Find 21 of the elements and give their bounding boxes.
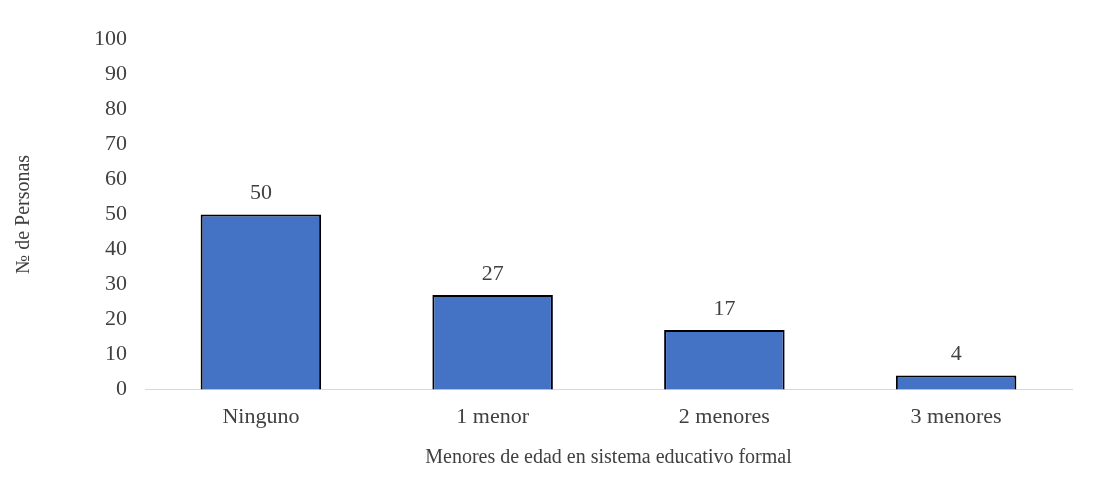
y-tick-label: 100 xyxy=(94,24,127,50)
y-tick-label: 70 xyxy=(105,130,127,156)
data-label: 27 xyxy=(481,259,504,285)
y-tick-label: 20 xyxy=(105,305,127,331)
y-tick-label: 30 xyxy=(105,270,127,296)
x-tick-label: 1 menor xyxy=(456,402,530,428)
data-label: 17 xyxy=(713,294,736,320)
data-label: 50 xyxy=(249,179,272,205)
y-tick-label: 50 xyxy=(105,200,127,226)
y-tick-label: 60 xyxy=(105,165,127,191)
y-tick-label: 40 xyxy=(105,235,127,261)
y-axis-title: № de Personas xyxy=(11,154,34,274)
y-tick-label: 90 xyxy=(105,60,127,86)
y-tick-label: 10 xyxy=(105,340,127,366)
y-tick-label: 0 xyxy=(116,375,127,401)
x-tick-label: 2 menores xyxy=(678,402,770,428)
x-tick-label: Ninguno xyxy=(222,402,300,428)
x-axis-title: Menores de edad en sistema educativo formal xyxy=(425,445,793,468)
y-tick-label: 80 xyxy=(105,95,127,121)
data-label: 4 xyxy=(950,340,962,366)
x-tick-label: 3 menores xyxy=(910,402,1002,428)
